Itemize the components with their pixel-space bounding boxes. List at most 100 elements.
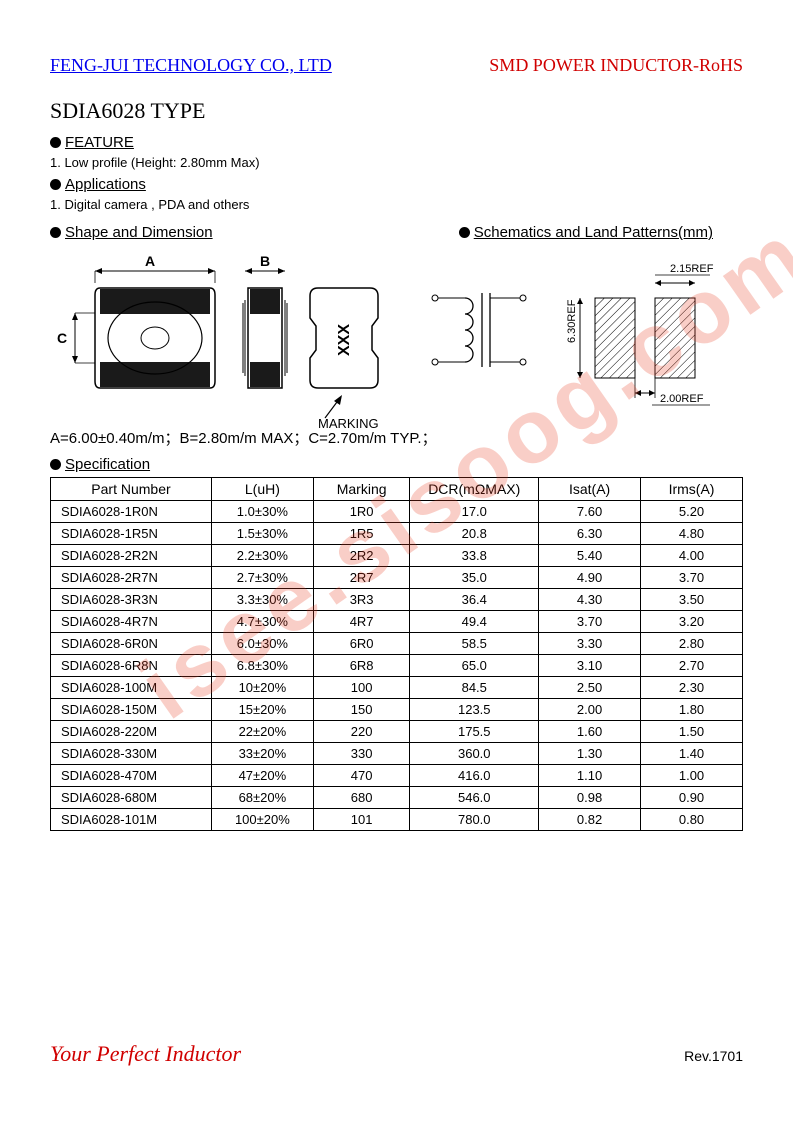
product-header: SMD POWER INDUCTOR-RoHS [489, 55, 743, 76]
table-cell: 15±20% [211, 699, 313, 721]
table-row: SDIA6028-3R3N3.3±30%3R336.44.303.50 [51, 589, 743, 611]
specification-heading: Specification [50, 456, 743, 473]
table-cell: 1.40 [641, 743, 743, 765]
table-cell: 84.5 [410, 677, 539, 699]
table-cell: 17.0 [410, 501, 539, 523]
table-cell: 0.80 [641, 809, 743, 831]
table-cell: 1.80 [641, 699, 743, 721]
table-header-cell: Isat(A) [539, 478, 641, 501]
applications-label: Applications [65, 176, 146, 193]
table-cell: 2.00 [539, 699, 641, 721]
table-cell: 1R0 [313, 501, 410, 523]
table-cell: 2.30 [641, 677, 743, 699]
table-cell: 33±20% [211, 743, 313, 765]
table-cell: 6.30 [539, 523, 641, 545]
table-cell: SDIA6028-220M [51, 721, 212, 743]
table-cell: 47±20% [211, 765, 313, 787]
tagline: Your Perfect Inductor [50, 1041, 241, 1067]
table-cell: 1.00 [641, 765, 743, 787]
table-row: SDIA6028-150M15±20%150123.52.001.80 [51, 699, 743, 721]
table-cell: 1R5 [313, 523, 410, 545]
bullet-icon [50, 179, 61, 190]
table-cell: SDIA6028-3R3N [51, 589, 212, 611]
shape-dimension-diagram: A C B [50, 253, 390, 423]
table-cell: 360.0 [410, 743, 539, 765]
table-cell: 4.00 [641, 545, 743, 567]
table-cell: 680 [313, 787, 410, 809]
schematic-label: Schematics and Land Patterns(mm) [474, 224, 713, 241]
table-row: SDIA6028-1R5N1.5±30%1R520.86.304.80 [51, 523, 743, 545]
table-cell: 100±20% [211, 809, 313, 831]
table-cell: 175.5 [410, 721, 539, 743]
table-cell: 20.8 [410, 523, 539, 545]
table-cell: 100 [313, 677, 410, 699]
applications-heading: Applications [50, 176, 743, 193]
table-cell: 1.0±30% [211, 501, 313, 523]
table-cell: 2R2 [313, 545, 410, 567]
table-header-cell: Part Number [51, 478, 212, 501]
table-cell: SDIA6028-680M [51, 787, 212, 809]
table-cell: SDIA6028-6R8N [51, 655, 212, 677]
table-header-row: Part NumberL(uH)MarkingDCR(mΩMAX)Isat(A)… [51, 478, 743, 501]
table-cell: 68±20% [211, 787, 313, 809]
schematic-land-pattern-diagram: 2.15REF 6.30REF 2.00REF [420, 253, 740, 423]
table-cell: 101 [313, 809, 410, 831]
table-cell: 33.8 [410, 545, 539, 567]
table-cell: 150 [313, 699, 410, 721]
feature-label: FEATURE [65, 134, 134, 151]
table-cell: 2.2±30% [211, 545, 313, 567]
marking-text: XXX [336, 324, 353, 356]
table-cell: 1.30 [539, 743, 641, 765]
table-row: SDIA6028-680M68±20%680546.00.980.90 [51, 787, 743, 809]
table-cell: 5.40 [539, 545, 641, 567]
table-cell: 1.10 [539, 765, 641, 787]
table-cell: 2.7±30% [211, 567, 313, 589]
table-cell: 3.30 [539, 633, 641, 655]
table-cell: 65.0 [410, 655, 539, 677]
table-row: SDIA6028-6R8N6.8±30%6R865.03.102.70 [51, 655, 743, 677]
table-cell: SDIA6028-1R5N [51, 523, 212, 545]
table-cell: 470 [313, 765, 410, 787]
table-cell: SDIA6028-2R7N [51, 567, 212, 589]
table-cell: SDIA6028-470M [51, 765, 212, 787]
table-row: SDIA6028-4R7N4.7±30%4R749.43.703.20 [51, 611, 743, 633]
table-cell: 0.82 [539, 809, 641, 831]
ref-2-15: 2.15REF [670, 263, 714, 275]
table-cell: 5.20 [641, 501, 743, 523]
bullet-icon [459, 227, 470, 238]
table-row: SDIA6028-470M47±20%470416.01.101.00 [51, 765, 743, 787]
table-cell: 6.0±30% [211, 633, 313, 655]
company-link[interactable]: FENG-JUI TECHNOLOGY CO., LTD [50, 55, 332, 76]
dim-c-label: C [57, 330, 67, 346]
feature-heading: FEATURE [50, 134, 743, 151]
table-cell: 780.0 [410, 809, 539, 831]
bullet-icon [50, 137, 61, 148]
table-row: SDIA6028-2R2N2.2±30%2R233.85.404.00 [51, 545, 743, 567]
table-cell: 22±20% [211, 721, 313, 743]
footer: Your Perfect Inductor Rev.1701 [50, 1041, 743, 1067]
table-cell: 0.90 [641, 787, 743, 809]
table-cell: 6R0 [313, 633, 410, 655]
shape-label: Shape and Dimension [65, 224, 213, 241]
marking-label: MARKING [318, 416, 379, 428]
table-row: SDIA6028-6R0N6.0±30%6R058.53.302.80 [51, 633, 743, 655]
table-cell: 2.70 [641, 655, 743, 677]
table-cell: 416.0 [410, 765, 539, 787]
table-cell: 6R8 [313, 655, 410, 677]
table-cell: 4R7 [313, 611, 410, 633]
table-row: SDIA6028-1R0N1.0±30%1R017.07.605.20 [51, 501, 743, 523]
table-row: SDIA6028-100M10±20%10084.52.502.30 [51, 677, 743, 699]
table-row: SDIA6028-101M100±20%101780.00.820.80 [51, 809, 743, 831]
table-cell: 220 [313, 721, 410, 743]
bullet-icon [50, 459, 61, 470]
table-cell: 3.70 [539, 611, 641, 633]
ref-2-00: 2.00REF [660, 393, 704, 405]
table-cell: 1.5±30% [211, 523, 313, 545]
table-cell: 4.7±30% [211, 611, 313, 633]
schematic-heading: Schematics and Land Patterns(mm) [459, 224, 713, 241]
table-cell: SDIA6028-4R7N [51, 611, 212, 633]
table-cell: 123.5 [410, 699, 539, 721]
table-header-cell: DCR(mΩMAX) [410, 478, 539, 501]
bullet-icon [50, 227, 61, 238]
dimensions-text: A=6.00±0.40m/m；B=2.80m/m MAX；C=2.70m/m T… [50, 427, 743, 448]
